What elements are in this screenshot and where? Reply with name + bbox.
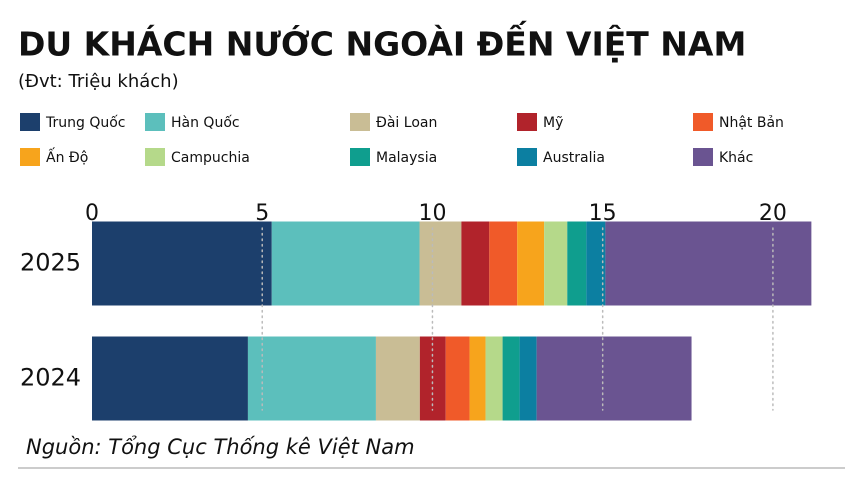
bar-segment: [489, 221, 518, 306]
legend-swatch: [517, 148, 537, 166]
bar-segment: [375, 336, 420, 421]
legend-label: Malaysia: [376, 150, 437, 166]
legend-label: Hàn Quốc: [171, 114, 240, 131]
legend-label: Nhật Bản: [719, 115, 784, 131]
x-tick-label: 5: [255, 201, 269, 226]
bar-segment: [605, 221, 812, 306]
bar-segment: [419, 221, 462, 306]
bar-segment: [461, 221, 490, 306]
bar-segment: [92, 336, 248, 421]
bar-segment: [271, 221, 420, 306]
bar-segment: [92, 221, 272, 306]
bar-segment: [586, 221, 606, 306]
legend-swatch: [145, 148, 165, 166]
chart-title: DU KHÁCH NƯỚC NGOÀI ĐẾN VIỆT NAM: [18, 20, 746, 64]
legend-label: Khác: [719, 150, 753, 166]
legend-label: Trung Quốc: [45, 114, 126, 131]
bar-segment: [247, 336, 376, 421]
legend-swatch: [20, 148, 40, 166]
legend-label: Ấn Độ: [46, 147, 88, 166]
source: Nguồn: Tổng Cục Thống kê Việt Nam: [26, 435, 415, 459]
bar-segment: [485, 336, 503, 421]
legend-swatch: [350, 148, 370, 166]
bar-segment: [517, 221, 545, 306]
legend-label: Mỹ: [543, 115, 563, 131]
legend-swatch: [350, 113, 370, 131]
legend-swatch: [145, 113, 165, 131]
legend-swatch: [20, 113, 40, 131]
bar-segment: [502, 336, 520, 421]
bar-segment: [536, 336, 692, 421]
bar-segment: [445, 336, 470, 421]
legend-swatch: [693, 113, 713, 131]
y-tick-label: 2025: [20, 249, 81, 277]
legend-label: Australia: [543, 150, 605, 166]
y-tick-label: 2024: [20, 364, 81, 392]
legend-label: Đài Loan: [376, 115, 437, 131]
legend-swatch: [693, 148, 713, 166]
bar-segment: [519, 336, 537, 421]
bar-segment: [469, 336, 486, 421]
bar-segment: [567, 221, 587, 306]
bar-segment: [544, 221, 568, 306]
legend-swatch: [517, 113, 537, 131]
x-tick-label: 0: [85, 201, 99, 226]
legend-label: Campuchia: [171, 150, 250, 166]
chart-subtitle: (Đvt: Triệu khách): [18, 71, 179, 92]
